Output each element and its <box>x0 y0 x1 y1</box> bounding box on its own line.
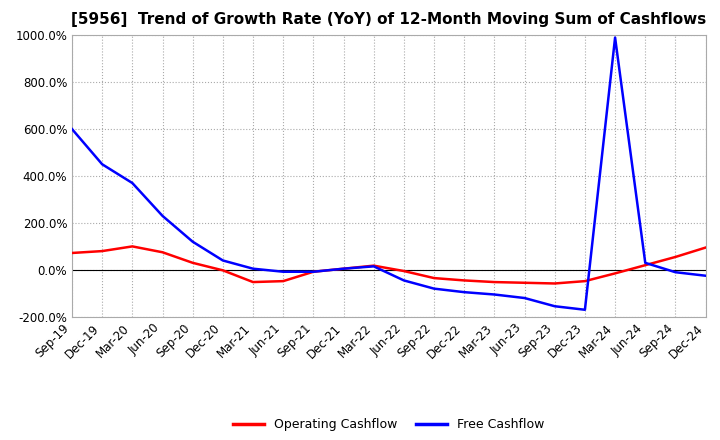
Operating Cashflow <box>400 268 408 274</box>
Operating Cashflow <box>611 271 619 276</box>
Free Cashflow <box>279 269 287 275</box>
Free Cashflow <box>98 161 107 167</box>
Operating Cashflow <box>189 260 197 265</box>
Legend: Operating Cashflow, Free Cashflow: Operating Cashflow, Free Cashflow <box>228 413 550 436</box>
Free Cashflow <box>219 258 228 263</box>
Free Cashflow <box>460 290 469 295</box>
Free Cashflow <box>309 269 318 275</box>
Operating Cashflow <box>641 263 649 268</box>
Free Cashflow <box>369 264 378 269</box>
Operating Cashflow <box>430 275 438 281</box>
Free Cashflow <box>580 307 589 312</box>
Operating Cashflow <box>580 279 589 284</box>
Free Cashflow <box>128 180 137 186</box>
Free Cashflow <box>671 270 680 275</box>
Free Cashflow <box>189 239 197 244</box>
Operating Cashflow <box>309 269 318 275</box>
Free Cashflow <box>68 126 76 132</box>
Operating Cashflow <box>701 245 710 250</box>
Free Cashflow <box>521 295 529 301</box>
Free Cashflow <box>611 35 619 40</box>
Free Cashflow <box>430 286 438 291</box>
Free Cashflow <box>701 273 710 279</box>
Title: [5956]  Trend of Growth Rate (YoY) of 12-Month Moving Sum of Cashflows: [5956] Trend of Growth Rate (YoY) of 12-… <box>71 12 706 27</box>
Operating Cashflow <box>158 249 167 255</box>
Free Cashflow <box>490 292 499 297</box>
Operating Cashflow <box>68 250 76 256</box>
Free Cashflow <box>641 260 649 265</box>
Operating Cashflow <box>128 244 137 249</box>
Operating Cashflow <box>550 281 559 286</box>
Free Cashflow <box>339 266 348 271</box>
Free Cashflow <box>248 266 257 271</box>
Operating Cashflow <box>671 254 680 260</box>
Operating Cashflow <box>339 266 348 271</box>
Free Cashflow <box>400 278 408 283</box>
Line: Free Cashflow: Free Cashflow <box>72 37 706 310</box>
Free Cashflow <box>158 213 167 219</box>
Operating Cashflow <box>490 279 499 285</box>
Free Cashflow <box>550 304 559 309</box>
Operating Cashflow <box>460 278 469 283</box>
Line: Operating Cashflow: Operating Cashflow <box>72 246 706 283</box>
Operating Cashflow <box>248 279 257 285</box>
Operating Cashflow <box>279 279 287 284</box>
Operating Cashflow <box>98 249 107 254</box>
Operating Cashflow <box>369 263 378 268</box>
Operating Cashflow <box>521 280 529 286</box>
Operating Cashflow <box>219 268 228 273</box>
